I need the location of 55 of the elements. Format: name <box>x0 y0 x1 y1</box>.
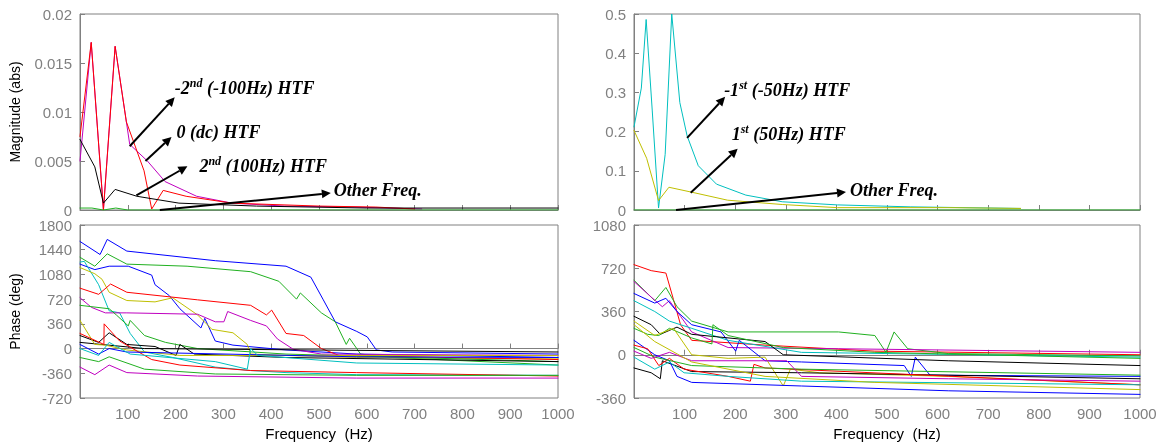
y-tick-label: -720 <box>41 389 72 407</box>
y-tick-label: 360 <box>600 303 626 320</box>
x-tick-label: 100 <box>115 405 141 422</box>
x-tick-label: 900 <box>497 405 523 422</box>
y-tick-label: 0.2 <box>605 123 626 141</box>
x-tick-label: 200 <box>163 405 189 422</box>
y-tick-label: -360 <box>41 364 72 382</box>
x-tick-label: 700 <box>402 405 428 422</box>
y-tick-label: 360 <box>46 315 72 333</box>
y-tick-label: 720 <box>600 259 626 277</box>
x-tick-label: 800 <box>449 405 475 422</box>
y-axis-title: Phase (deg) <box>7 273 23 350</box>
y-tick-label: 0 <box>63 201 72 219</box>
y-tick-label: 0.5 <box>605 5 626 23</box>
y-axis-title: Magnitude (abs) <box>7 61 23 163</box>
x-tick-label: 500 <box>874 405 900 422</box>
y-tick-label: 1080 <box>592 216 626 234</box>
y-tick-label: 1080 <box>38 265 72 283</box>
x-tick-label: 800 <box>1026 405 1052 422</box>
annotation: 0 (dc) HTF <box>176 122 261 143</box>
annotation: -2$^{nd}$ (-100Hz) HTF <box>174 76 315 100</box>
x-axis-title: Frequency (Hz) <box>833 425 941 442</box>
x-tick-label: 1000 <box>541 405 575 422</box>
y-tick-label: -360 <box>595 389 626 407</box>
annotation: 2$^{nd}$ (100Hz) HTF <box>198 154 328 178</box>
y-tick-label: 0.015 <box>34 54 72 72</box>
y-tick-label: 0.01 <box>42 103 72 121</box>
x-tick-label: 300 <box>210 405 236 422</box>
annotation: Other Freq. <box>850 180 939 200</box>
y-tick-label: 0.1 <box>605 162 626 180</box>
x-tick-label: 700 <box>975 405 1001 422</box>
y-tick-label: 1440 <box>38 241 72 259</box>
x-tick-label: 400 <box>823 405 849 422</box>
y-tick-label: 1800 <box>38 216 72 234</box>
x-tick-label: 500 <box>306 405 332 422</box>
y-tick-label: 0 <box>63 340 72 358</box>
x-tick-label: 600 <box>354 405 380 422</box>
x-tick-label: 900 <box>1076 405 1102 422</box>
y-tick-label: 0.3 <box>605 83 626 101</box>
x-tick-label: 600 <box>925 405 951 422</box>
x-tick-label: 300 <box>773 405 799 422</box>
annotation: Other Freq. <box>333 180 422 200</box>
y-tick-label: 0.02 <box>42 5 72 23</box>
annotation: -1$^{st}$ (-50Hz) HTF <box>724 77 851 101</box>
x-tick-label: 100 <box>672 405 698 422</box>
y-tick-label: 0 <box>617 346 626 364</box>
x-axis-title: Frequency (Hz) <box>265 425 373 442</box>
x-tick-label: 400 <box>258 405 284 422</box>
x-tick-label: 200 <box>722 405 748 422</box>
annotation: 1$^{st}$ (50Hz) HTF <box>731 121 846 145</box>
y-tick-label: 0 <box>617 201 626 219</box>
y-tick-label: 720 <box>46 290 72 308</box>
y-tick-label: 0.4 <box>605 44 626 62</box>
y-tick-label: 0.005 <box>34 152 72 170</box>
x-tick-label: 1000 <box>1123 405 1156 422</box>
